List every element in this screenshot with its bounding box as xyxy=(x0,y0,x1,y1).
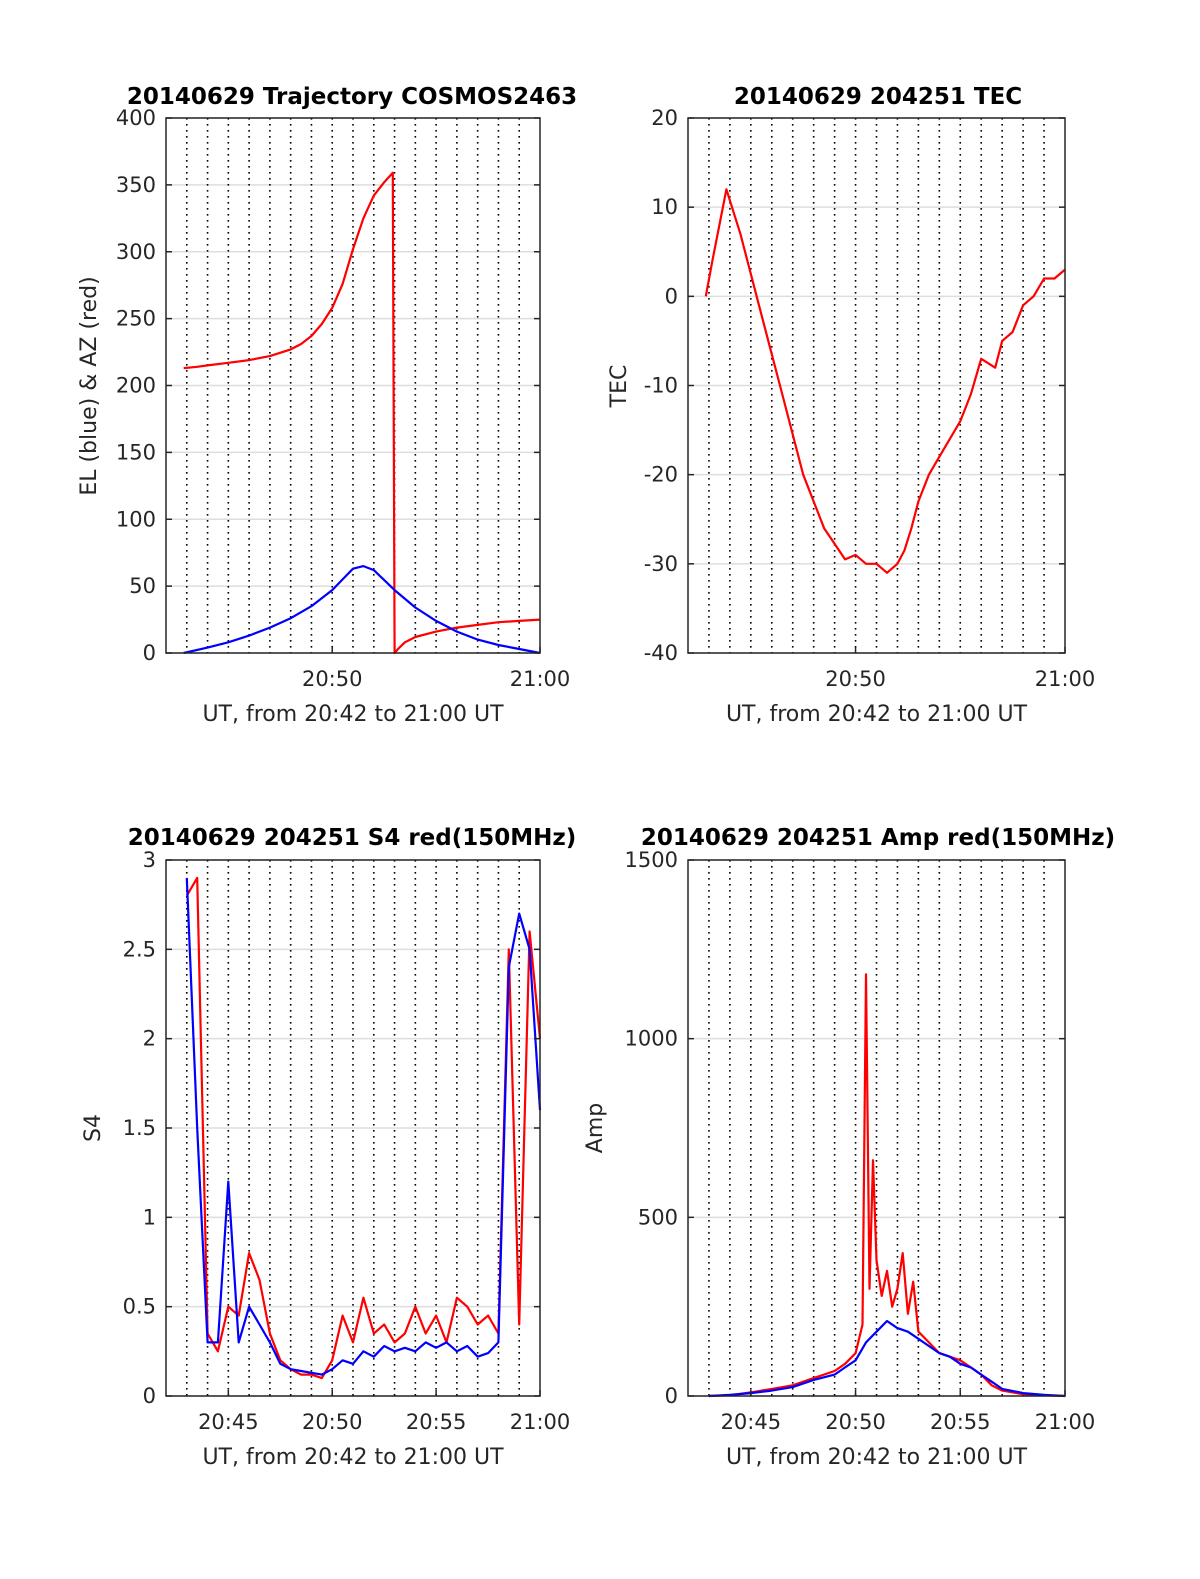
y-tick-label: -30 xyxy=(644,552,678,576)
x-tick-label: 21:00 xyxy=(1035,667,1096,691)
y-tick-label: 350 xyxy=(116,173,156,197)
y-tick-label: 500 xyxy=(638,1205,678,1229)
y-tick-label: 0 xyxy=(665,1384,678,1408)
y-tick-label: 50 xyxy=(129,574,156,598)
series-line-1 xyxy=(185,876,542,1380)
y-tick-label: 300 xyxy=(116,240,156,264)
x-tick-label: 20:55 xyxy=(406,1410,467,1434)
y-tick-label: 10 xyxy=(651,195,678,219)
y-tick-label: -10 xyxy=(644,374,678,398)
x-axis-label: UT, from 20:42 to 21:00 UT xyxy=(202,1445,504,1470)
y-tick-label: 1.5 xyxy=(123,1116,156,1140)
y-tick-label: 2.5 xyxy=(123,937,156,961)
chart-panel-2: -40 -30 -20 -10 0 10 20 20:50 21:00 UT, from 20:4… xyxy=(607,84,1095,727)
x-tick-label: 20:45 xyxy=(198,1410,259,1434)
x-tick-label: 21:00 xyxy=(1035,1410,1096,1434)
x-axis-label: UT, from 20:42 to 21:00 UT xyxy=(726,702,1028,727)
chart-panel-4: 0 500 1000 1500 20:45 20:50 20:55 21:00 UT, from… xyxy=(583,825,1115,1470)
series-line-2 xyxy=(183,565,541,655)
y-tick-label: 200 xyxy=(116,374,156,398)
x-tick-label: 20:50 xyxy=(302,667,363,691)
y-tick-label: 0.5 xyxy=(123,1295,156,1319)
y-tick-label: 250 xyxy=(116,307,156,331)
chart-title: 20140629 Trajectory COSMOS2463 xyxy=(127,84,577,110)
x-tick-label: 20:55 xyxy=(930,1410,991,1434)
y-tick-label: -40 xyxy=(644,641,678,665)
y-axis-label: S4 xyxy=(81,1114,106,1142)
series-line-2 xyxy=(708,1319,1066,1398)
x-axis-label: UT, from 20:42 to 21:00 UT xyxy=(726,1445,1028,1470)
x-tick-label: 20:50 xyxy=(302,1410,363,1434)
y-tick-label: 20 xyxy=(651,106,678,130)
y-tick-label: 0 xyxy=(665,284,678,308)
y-tick-label: 2 xyxy=(143,1027,156,1051)
x-tick-label: 20:50 xyxy=(825,1410,886,1434)
y-tick-label: 150 xyxy=(116,440,156,464)
chart-title: 20140629 204251 S4 red(150MHz) xyxy=(128,825,577,851)
y-tick-label: -20 xyxy=(644,463,678,487)
axes-box xyxy=(687,859,1066,1397)
x-tick-label: 21:00 xyxy=(510,667,571,691)
chart-title: 20140629 204251 TEC xyxy=(734,84,1022,110)
x-axis-label: UT, from 20:42 to 21:00 UT xyxy=(202,702,504,727)
y-axis-label: Amp xyxy=(583,1103,608,1153)
chart-title: 20140629 204251 Amp red(150MHz) xyxy=(641,825,1115,851)
series-line-1 xyxy=(704,188,1066,574)
y-tick-label: 1500 xyxy=(625,848,678,872)
y-tick-label: 3 xyxy=(143,848,156,872)
x-tick-label: 20:45 xyxy=(721,1410,782,1434)
y-axis-label: TEC xyxy=(607,365,632,409)
x-tick-label: 21:00 xyxy=(510,1410,571,1434)
y-tick-label: 1000 xyxy=(625,1027,678,1051)
y-tick-label: 1 xyxy=(143,1205,156,1229)
y-tick-label: 100 xyxy=(116,507,156,531)
y-axis-label: EL (blue) & AZ (red) xyxy=(77,276,102,495)
y-tick-label: 0 xyxy=(143,1384,156,1408)
x-tick-label: 20:50 xyxy=(825,667,886,691)
series-line-2 xyxy=(185,877,542,1376)
y-tick-label: 400 xyxy=(116,106,156,130)
y-tick-label: 0 xyxy=(143,641,156,665)
